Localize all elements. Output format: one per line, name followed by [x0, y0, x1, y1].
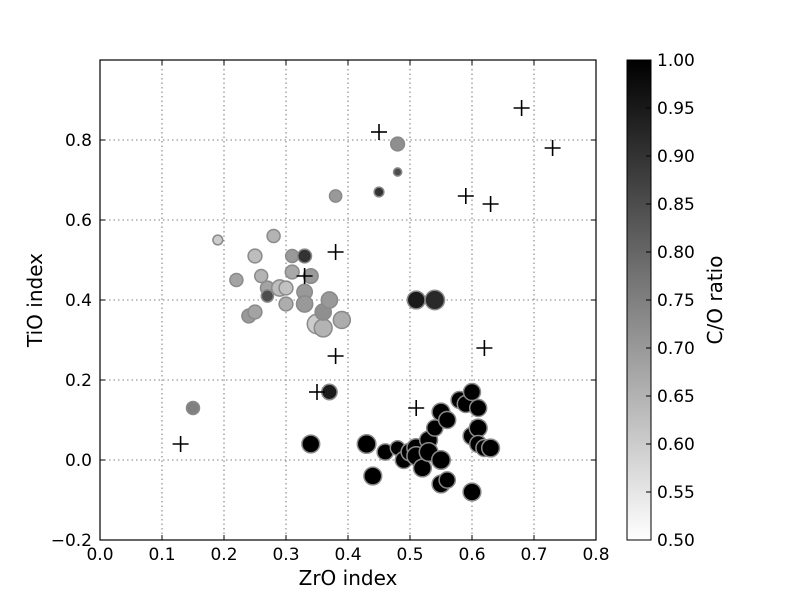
x-tick-label: 0.3 [272, 545, 299, 565]
data-point [328, 189, 343, 203]
data-point [468, 418, 488, 438]
cross-marker [309, 384, 325, 400]
cross-marker [296, 268, 313, 284]
y-tick-label: 0.0 [65, 451, 92, 471]
cross-marker [172, 436, 189, 452]
x-tick-label: 0.7 [520, 545, 547, 565]
colorbar-tick-label: 0.90 [657, 147, 695, 167]
data-point [424, 289, 446, 311]
data-point [480, 438, 501, 458]
colorbar-tick-label: 0.80 [657, 243, 695, 263]
grid [99, 60, 597, 541]
y-axis-label: TiO index [23, 253, 47, 348]
x-tick-label: 0.2 [210, 545, 237, 565]
data-point [229, 272, 244, 288]
data-point [301, 434, 321, 454]
data-point [313, 318, 333, 338]
cross-marker [371, 124, 387, 140]
colorbar-label: C/O ratio [703, 256, 727, 345]
cross-markers [172, 100, 561, 452]
data-point [392, 167, 403, 177]
data-point [260, 289, 275, 303]
cross-marker [513, 100, 530, 116]
data-point [253, 268, 269, 284]
colorbar-tick-label: 0.55 [657, 483, 695, 503]
cross-marker [476, 340, 493, 356]
y-tick-label: 0.8 [65, 131, 92, 151]
data-point [406, 290, 426, 310]
data-point [363, 466, 383, 486]
y-tick-label: −0.2 [51, 531, 92, 551]
x-tick-label: 0.5 [396, 545, 423, 565]
colorbar-tick-label: 0.85 [657, 195, 695, 215]
data-point [296, 248, 313, 264]
data-point [278, 280, 294, 296]
data-point [332, 310, 352, 330]
cross-marker [482, 196, 499, 212]
data-point [356, 433, 377, 455]
y-tick-label: 0.4 [65, 291, 92, 311]
cross-marker [544, 140, 561, 156]
x-tick-label: 0.1 [148, 545, 175, 565]
x-tick-label: 0.0 [86, 545, 113, 565]
cross-marker [327, 244, 344, 260]
x-tick-label: 0.4 [334, 545, 361, 565]
data-point [185, 400, 201, 416]
data-points [185, 136, 501, 502]
y-tick-label: 0.6 [65, 211, 92, 231]
data-point [266, 228, 281, 244]
data-point [373, 186, 385, 198]
data-point [468, 398, 488, 418]
x-axis-label: ZrO index [299, 566, 398, 590]
colorbar-ticks: 0.50 0.55 0.60 0.65 0.70 0.75 0.80 0.85 0.90 0.95… [646, 51, 695, 551]
data-point [437, 410, 457, 430]
y-tick-label: 0.2 [65, 371, 92, 391]
colorbar-tick-label: 1.00 [657, 51, 695, 71]
data-point [212, 234, 224, 246]
data-point [284, 264, 300, 280]
cross-marker [408, 400, 425, 416]
y-axis-ticks: −0.2 0.0 0.2 0.4 0.6 0.8 [51, 131, 596, 551]
data-point [430, 449, 452, 471]
colorbar-tick-label: 0.50 [657, 531, 695, 551]
data-point [295, 295, 314, 313]
colorbar-tick-label: 0.75 [657, 291, 695, 311]
colorbar-tick-label: 0.70 [657, 339, 695, 359]
colorbar-tick-label: 0.95 [657, 99, 695, 119]
colorbar-tick-label: 0.60 [657, 435, 695, 455]
data-point [284, 248, 300, 264]
x-tick-label: 0.8 [582, 545, 609, 565]
data-point [438, 471, 457, 489]
data-point [389, 136, 406, 152]
data-point [278, 296, 294, 312]
x-axis-ticks: 0.0 0.1 0.2 0.3 0.4 0.5 0.6 0.7 0.8 [86, 60, 610, 565]
data-point [462, 382, 482, 402]
cross-marker [327, 348, 344, 364]
x-tick-label: 0.6 [458, 545, 485, 565]
cross-marker [457, 188, 474, 204]
data-point [320, 291, 339, 309]
data-point [247, 304, 263, 320]
data-point [462, 482, 482, 502]
data-point [247, 248, 263, 264]
colorbar-tick-label: 0.65 [657, 387, 695, 407]
